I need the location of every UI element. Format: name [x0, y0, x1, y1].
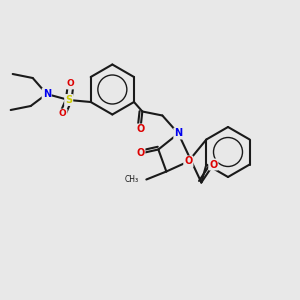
Text: O: O — [136, 148, 145, 158]
Text: O: O — [136, 124, 145, 134]
Text: CH₃: CH₃ — [124, 175, 138, 184]
Text: O: O — [209, 160, 218, 170]
Text: N: N — [174, 128, 182, 139]
Text: O: O — [67, 80, 75, 88]
Text: O: O — [184, 157, 193, 166]
Text: S: S — [65, 95, 72, 105]
Text: N: N — [43, 89, 51, 99]
Text: O: O — [59, 110, 67, 118]
